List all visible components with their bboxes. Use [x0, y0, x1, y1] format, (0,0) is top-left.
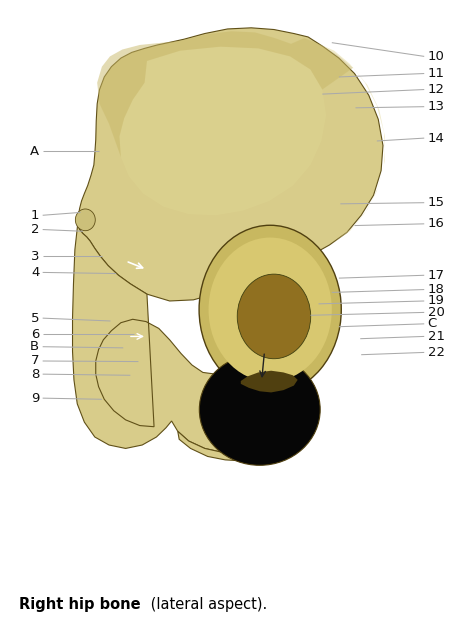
Polygon shape — [73, 224, 304, 454]
Text: 3: 3 — [31, 250, 39, 263]
Text: 21: 21 — [428, 330, 445, 343]
Text: 16: 16 — [428, 217, 445, 231]
Text: 20: 20 — [428, 306, 445, 319]
Text: 17: 17 — [428, 269, 445, 282]
Text: 9: 9 — [31, 392, 39, 404]
Text: 5: 5 — [31, 312, 39, 324]
Text: Right hip bone: Right hip bone — [19, 597, 141, 612]
Text: 11: 11 — [428, 67, 445, 80]
Text: A: A — [30, 145, 39, 157]
Ellipse shape — [209, 237, 332, 382]
Text: C: C — [428, 318, 437, 330]
Text: 4: 4 — [31, 266, 39, 279]
Polygon shape — [303, 38, 385, 244]
Text: 2: 2 — [31, 223, 39, 236]
Text: 19: 19 — [428, 295, 445, 307]
Polygon shape — [241, 371, 298, 392]
Text: 6: 6 — [31, 328, 39, 340]
Ellipse shape — [199, 225, 341, 394]
Ellipse shape — [75, 209, 95, 231]
Text: B: B — [30, 340, 39, 353]
Text: 15: 15 — [428, 196, 445, 209]
Text: 18: 18 — [428, 283, 445, 296]
Text: 1: 1 — [31, 209, 39, 222]
Text: 8: 8 — [31, 368, 39, 380]
Text: 13: 13 — [428, 100, 445, 113]
Text: 10: 10 — [428, 50, 445, 63]
Polygon shape — [78, 28, 383, 301]
Polygon shape — [178, 351, 309, 461]
Polygon shape — [97, 31, 353, 157]
Text: 7: 7 — [31, 354, 39, 368]
Ellipse shape — [237, 274, 311, 359]
Text: 12: 12 — [428, 83, 445, 96]
Polygon shape — [119, 47, 326, 215]
Text: (lateral aspect).: (lateral aspect). — [146, 597, 267, 612]
Ellipse shape — [199, 354, 320, 465]
Text: 22: 22 — [428, 346, 445, 359]
Text: 14: 14 — [428, 131, 445, 145]
